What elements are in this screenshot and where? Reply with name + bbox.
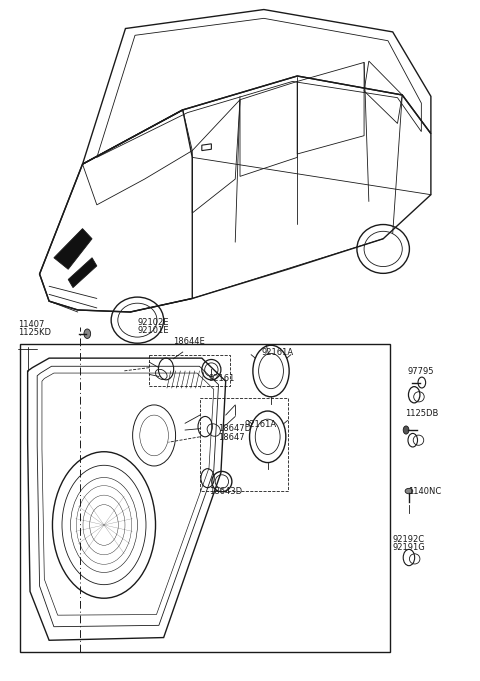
- Polygon shape: [54, 229, 92, 269]
- Circle shape: [403, 426, 409, 434]
- Text: 92102E: 92102E: [137, 318, 169, 327]
- Text: 1125DB: 1125DB: [405, 409, 438, 419]
- Polygon shape: [68, 257, 97, 287]
- Text: 92161: 92161: [209, 375, 235, 383]
- Text: 1140NC: 1140NC: [408, 488, 441, 496]
- Text: 1125KD: 1125KD: [18, 328, 51, 337]
- Text: 18644E: 18644E: [173, 337, 205, 346]
- Text: 92101E: 92101E: [137, 326, 169, 335]
- Text: 92192C: 92192C: [393, 535, 425, 544]
- Text: 18643D: 18643D: [209, 488, 242, 496]
- Text: 11407: 11407: [18, 320, 45, 329]
- Text: 97795: 97795: [407, 368, 433, 377]
- Text: 18647: 18647: [218, 432, 245, 441]
- Ellipse shape: [405, 488, 413, 494]
- Circle shape: [84, 329, 91, 338]
- Text: 18647D: 18647D: [218, 424, 252, 433]
- Text: 92161A: 92161A: [262, 349, 294, 358]
- Text: 92161A: 92161A: [245, 419, 277, 428]
- Bar: [21, 344, 390, 652]
- Text: 92191G: 92191G: [393, 543, 425, 552]
